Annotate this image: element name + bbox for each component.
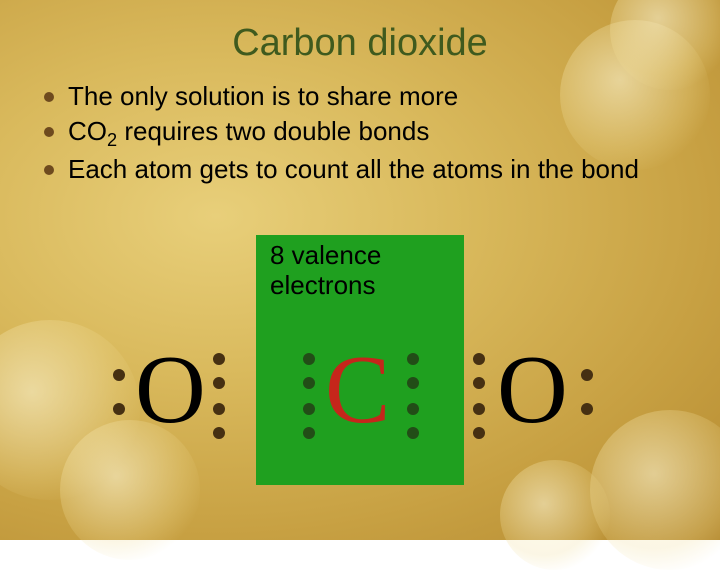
electron-dot [303,353,315,365]
slide: Carbon dioxide The only solution is to s… [0,0,720,540]
electron-dot [473,427,485,439]
electron-dot [407,353,419,365]
atom-oxygen-left: O [135,341,206,439]
electron-dot [407,427,419,439]
atom-symbol: C [325,341,390,439]
electron-dot [473,353,485,365]
electron-dot [113,403,125,415]
bullet-item: Each atom gets to count all the atoms in… [42,153,680,186]
electron-dot [213,353,225,365]
atom-oxygen-right: O [497,341,568,439]
electron-dot [303,403,315,415]
slide-title: Carbon dioxide [0,22,720,65]
bullet-text: The only solution is to share more [68,81,458,111]
bullet-item: The only solution is to share more [42,80,680,113]
bullet-list: The only solution is to share more CO2 r… [42,80,680,188]
electron-dot [213,427,225,439]
bullet-text: CO2 requires two double bonds [68,116,429,146]
lewis-diagram: 8 valence electrons O C O [0,235,720,515]
electron-dot [407,377,419,389]
atom-symbol: O [497,341,568,439]
electron-dot [581,403,593,415]
atoms-row: O C O [0,331,720,471]
atom-symbol: O [135,341,206,439]
electron-dot [213,403,225,415]
electron-dot [407,403,419,415]
electron-dot [213,377,225,389]
electron-dot [113,369,125,381]
atom-carbon: C [325,341,390,439]
electron-dot [303,427,315,439]
electron-dot [581,369,593,381]
electron-dot [473,377,485,389]
electron-dot [303,377,315,389]
bullet-item: CO2 requires two double bonds [42,115,680,152]
diagram-caption: 8 valence electrons [270,241,470,301]
bullet-text: Each atom gets to count all the atoms in… [68,154,639,184]
electron-dot [473,403,485,415]
